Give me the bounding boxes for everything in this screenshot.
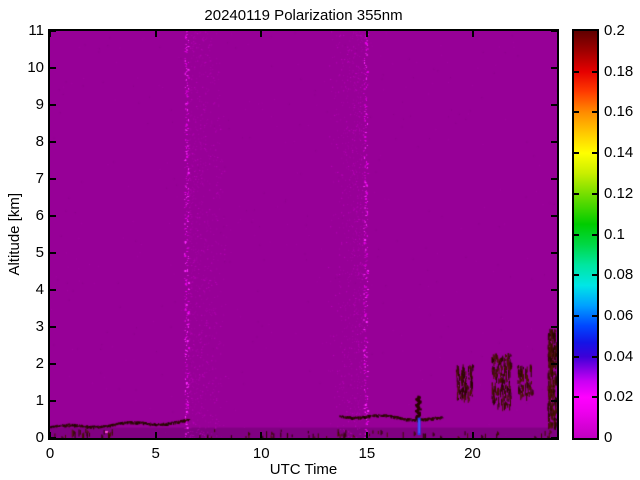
- colorbar-tick-label: 0: [604, 429, 613, 446]
- colorbar-tick-label: 0.02: [604, 388, 634, 406]
- colorbar-tick: [574, 71, 579, 73]
- colorbar-tick: [592, 152, 597, 154]
- colorbar-tick: [574, 111, 579, 113]
- axis-tick: [50, 141, 56, 143]
- axis-tick: [260, 432, 262, 438]
- colorbar-tick-label: 0.04: [604, 347, 634, 365]
- x-tick-label: 5: [151, 445, 160, 462]
- axis-tick: [49, 432, 51, 438]
- colorbar-tick-label: 0.16: [604, 103, 634, 121]
- y-tick-label: 5: [35, 244, 44, 261]
- colorbar-tick: [574, 234, 579, 236]
- axis-tick: [50, 363, 56, 365]
- colorbar-gradient: [574, 31, 597, 438]
- axis-tick: [50, 178, 56, 180]
- colorbar-tick: [592, 315, 597, 317]
- axis-tick: [551, 215, 557, 217]
- axis-tick: [155, 432, 157, 438]
- axis-tick: [551, 104, 557, 106]
- colorbar-tick: [592, 234, 597, 236]
- y-tick-label: 0: [35, 429, 44, 446]
- axis-tick: [551, 30, 557, 32]
- axis-tick: [551, 178, 557, 180]
- colorbar-tick: [574, 274, 579, 276]
- axis-tick: [551, 141, 557, 143]
- plot-area: [48, 29, 559, 440]
- y-tick-label: 9: [35, 96, 44, 113]
- axis-tick: [551, 67, 557, 69]
- x-tick-label: 10: [252, 445, 270, 462]
- colorbar-tick: [574, 315, 579, 317]
- colorbar-tick-label: 0.08: [604, 266, 634, 284]
- colorbar-tick: [592, 193, 597, 195]
- axis-tick: [155, 31, 157, 37]
- axis-tick: [472, 31, 474, 37]
- axis-tick: [366, 31, 368, 37]
- colorbar-tick: [592, 274, 597, 276]
- y-tick-label: 3: [35, 318, 44, 335]
- colorbar-tick: [592, 356, 597, 358]
- colorbar-tick-label: 0.18: [604, 62, 634, 80]
- colorbar-tick: [574, 193, 579, 195]
- plot-title: 20240119 Polarization 355nm: [204, 7, 403, 24]
- colorbar-tick: [574, 396, 579, 398]
- axis-tick: [50, 400, 56, 402]
- axis-tick: [551, 289, 557, 291]
- heatmap-canvas: [50, 31, 557, 438]
- axis-tick: [50, 437, 56, 439]
- colorbar-tick: [574, 152, 579, 154]
- axis-tick: [551, 326, 557, 328]
- axis-tick: [50, 67, 56, 69]
- y-tick-label: 10: [27, 59, 44, 76]
- x-axis-label: UTC Time: [269, 461, 338, 478]
- y-tick-label: 11: [28, 22, 44, 39]
- axis-tick: [50, 215, 56, 217]
- y-tick-label: 7: [35, 170, 44, 187]
- colorbar-tick-label: 0.14: [604, 144, 634, 162]
- colorbar-tick-label: 0.06: [604, 306, 634, 324]
- axis-tick: [50, 289, 56, 291]
- axis-tick: [50, 104, 56, 106]
- axis-tick: [49, 31, 51, 37]
- colorbar-tick: [592, 71, 597, 73]
- axis-tick: [50, 326, 56, 328]
- x-tick-label: 20: [464, 445, 481, 462]
- axis-tick: [551, 437, 557, 439]
- axis-tick: [472, 432, 474, 438]
- axis-tick: [551, 363, 557, 365]
- y-axis-label: Altitude [km]: [5, 193, 23, 276]
- colorbar: [572, 29, 599, 440]
- x-tick-label: 0: [45, 445, 55, 462]
- y-tick-label: 6: [35, 207, 44, 224]
- colorbar-tick: [592, 111, 597, 113]
- axis-tick: [551, 400, 557, 402]
- y-tick-label: 4: [35, 281, 44, 298]
- x-tick-label: 15: [358, 445, 376, 462]
- colorbar-tick: [592, 396, 597, 398]
- axis-tick: [50, 30, 56, 32]
- axis-tick: [50, 252, 56, 254]
- axis-tick: [551, 252, 557, 254]
- colorbar-tick: [574, 356, 579, 358]
- axis-tick: [366, 432, 368, 438]
- axis-tick: [260, 31, 262, 37]
- y-axis-label-wrap: Altitude [km]: [3, 29, 25, 440]
- y-tick-label: 8: [35, 133, 44, 150]
- colorbar-tick-label: 0.1: [604, 225, 625, 243]
- y-tick-label: 1: [35, 392, 44, 409]
- colorbar-tick-label: 0.12: [604, 184, 634, 202]
- colorbar-tick-label: 0.2: [604, 22, 625, 39]
- y-tick-label: 2: [35, 355, 44, 372]
